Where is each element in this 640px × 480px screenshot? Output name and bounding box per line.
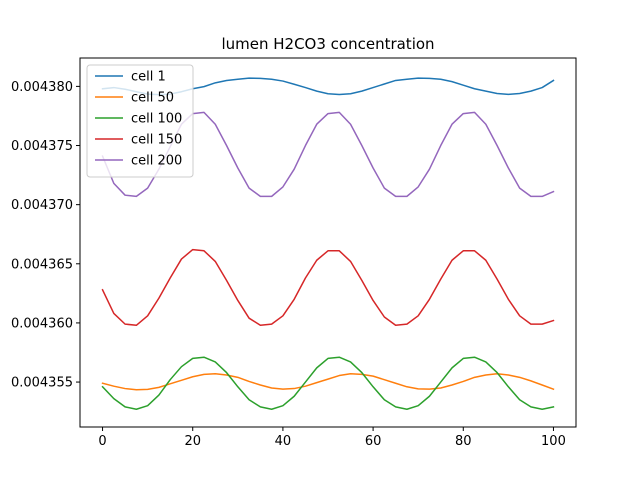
legend-label: cell 1 (131, 70, 166, 85)
chart-title: lumen H2CO3 concentration (221, 35, 434, 53)
y-tick-label: 0.004360 (11, 316, 73, 331)
x-tick-label: 60 (365, 434, 382, 449)
y-tick-label: 0.004375 (11, 139, 73, 154)
y-tick-label: 0.004380 (11, 80, 73, 95)
y-axis-ticks: 0.004355 0.004360 0.004365 0.004370 0.004375… (11, 80, 80, 391)
y-tick-label: 0.004370 (11, 198, 73, 213)
x-tick-label: 20 (184, 434, 201, 449)
x-tick-label: 40 (275, 434, 292, 449)
x-tick-label: 100 (541, 434, 566, 449)
legend-label: cell 50 (131, 91, 174, 106)
x-axis-ticks: 0 20 40 60 80 100 (98, 427, 566, 449)
series-line-cell-50 (101, 373, 555, 391)
y-tick-label: 0.004365 (11, 257, 73, 272)
x-tick-label: 80 (455, 434, 472, 449)
legend-frame (86, 64, 194, 178)
legend: cell 1 cell 50 cell 100 cell 150 cell 200 (86, 64, 194, 178)
series-line-cell-100 (101, 356, 555, 411)
legend-label: cell 100 (131, 112, 182, 127)
plot-frame (79, 57, 577, 428)
y-tick-label: 0.004355 (11, 376, 73, 391)
legend-label: cell 200 (131, 154, 182, 169)
legend-label: cell 150 (131, 133, 182, 148)
x-tick-label: 0 (98, 434, 106, 449)
series-line-cell-150 (101, 248, 555, 327)
